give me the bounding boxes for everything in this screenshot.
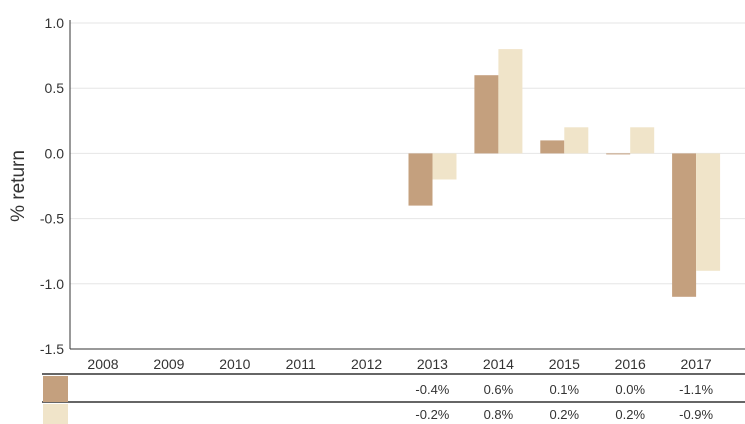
table-value: 0.1% (549, 382, 579, 397)
x-tick-label: 2013 (417, 356, 448, 372)
bar (498, 49, 523, 154)
table-value: 0.2% (549, 407, 579, 422)
y-tick-label: 0.5 (45, 80, 65, 96)
x-tick-label: 2017 (681, 356, 712, 372)
table-value: -0.9% (679, 407, 713, 422)
data-table: -0.4% 0.6% 0.1% 0.0% -1.1% -0.2% 0.8% 0.2% 0.2% -… (42, 373, 745, 424)
x-tick-label: 2015 (549, 356, 580, 372)
table-value: 0.8% (484, 407, 514, 422)
x-tick-label: 2012 (351, 356, 382, 372)
bar (564, 127, 589, 154)
table-value: 0.0% (615, 382, 645, 397)
y-axis-label: % return (8, 150, 29, 222)
x-tick-label: 2010 (219, 356, 250, 372)
y-tick-label: -1.5 (40, 341, 64, 357)
table-value: 0.6% (484, 382, 514, 397)
y-tick-label: -0.5 (40, 211, 64, 227)
bar (432, 153, 457, 180)
x-tick-label: 2016 (615, 356, 646, 372)
y-tick-label: 0.0 (45, 145, 65, 161)
x-tick-label: 2009 (153, 356, 184, 372)
x-tick-label: 2011 (286, 356, 316, 372)
y-tick-label: 1.0 (45, 15, 65, 31)
bar (408, 153, 433, 206)
bar (696, 153, 721, 271)
y-tick-labels: 1.0 0.5 0.0 -0.5 -1.0 -1.5 (40, 15, 64, 357)
table-value: 0.2% (615, 407, 645, 422)
x-tick-label: 2008 (87, 356, 118, 372)
table-series-swatch (43, 404, 68, 424)
bar (606, 153, 631, 155)
table-value: -0.2% (415, 407, 449, 422)
table-value: -0.4% (415, 382, 449, 397)
x-tick-labels: 2008 2009 2010 2011 2012 2013 2014 2015 2016 2017 (87, 356, 711, 372)
axis-layer (69, 20, 745, 350)
table-series-swatch (43, 376, 68, 402)
bar (672, 153, 697, 297)
bar (540, 140, 565, 154)
bar (474, 75, 499, 154)
table-value: -1.1% (679, 382, 713, 397)
bar (630, 127, 655, 154)
grid-layer (70, 22, 745, 285)
x-tick-label: 2014 (483, 356, 514, 372)
y-tick-label: -1.0 (40, 276, 64, 292)
bars-layer (408, 49, 721, 297)
